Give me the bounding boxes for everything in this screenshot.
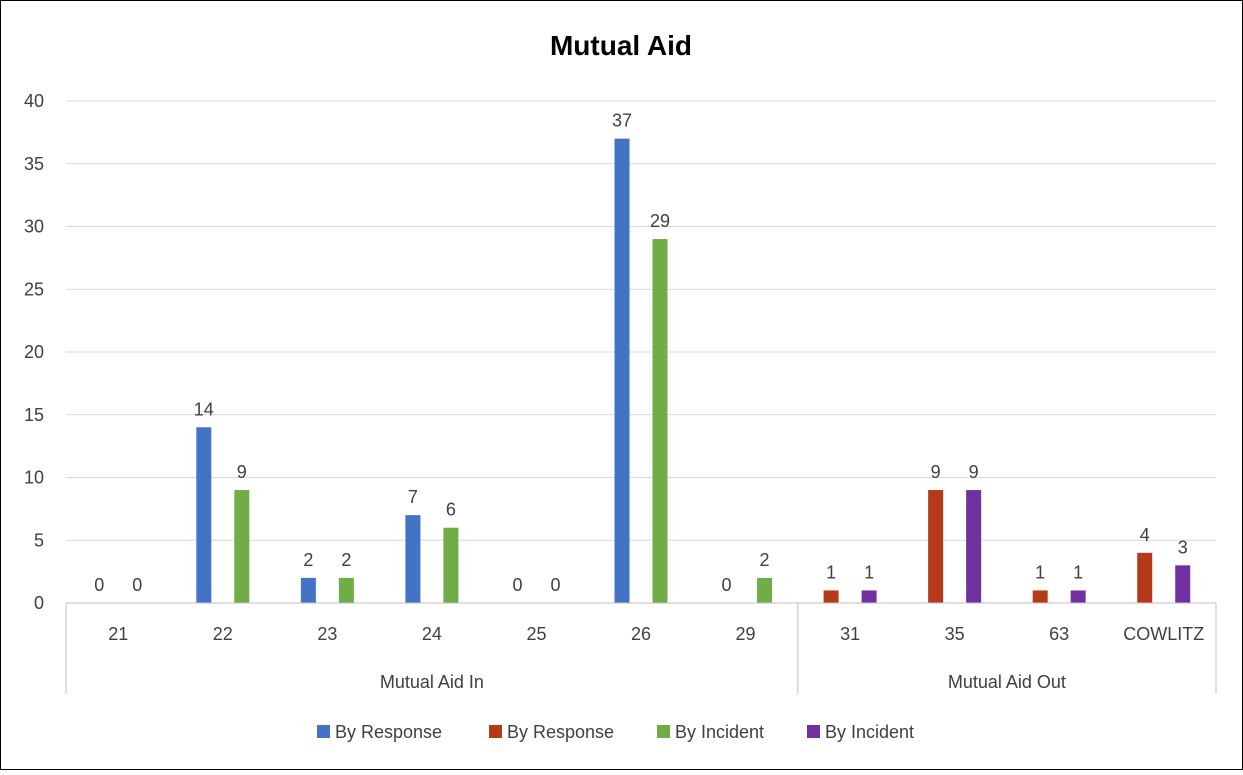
bar [443, 527, 459, 603]
y-tick-label: 30 [24, 217, 44, 237]
legend-label: By Incident [675, 722, 764, 742]
data-label: 0 [550, 575, 560, 595]
x-tick-label: 23 [317, 624, 337, 644]
legend-swatch [657, 725, 670, 738]
bar [757, 577, 773, 603]
x-tick-label: 24 [422, 624, 442, 644]
x-tick-label: 29 [736, 624, 756, 644]
x-tick-label: 63 [1049, 624, 1069, 644]
data-label: 7 [408, 487, 418, 507]
data-label: 0 [722, 575, 732, 595]
bar [966, 490, 982, 603]
data-label: 1 [864, 562, 874, 582]
legend-swatch [489, 725, 502, 738]
x-group-label: Mutual Aid Out [948, 672, 1066, 692]
data-label: 2 [760, 550, 770, 570]
y-tick-label: 10 [24, 468, 44, 488]
x-tick-label: 35 [945, 624, 965, 644]
data-label: 1 [1035, 562, 1045, 582]
data-label: 0 [132, 575, 142, 595]
data-label: 29 [650, 211, 670, 231]
bar [861, 590, 877, 603]
x-tick-label: 25 [526, 624, 546, 644]
data-label: 1 [1073, 562, 1083, 582]
data-label: 9 [931, 462, 941, 482]
data-label: 9 [237, 462, 247, 482]
data-label: 9 [969, 462, 979, 482]
data-label: 14 [194, 399, 214, 419]
data-label: 3 [1178, 537, 1188, 557]
data-label: 2 [341, 550, 351, 570]
legend-swatch [317, 725, 330, 738]
y-tick-label: 40 [24, 91, 44, 111]
legend-label: By Response [507, 722, 614, 742]
bar [1070, 590, 1086, 603]
legend-swatch [807, 725, 820, 738]
bar [1137, 552, 1153, 603]
data-label: 0 [512, 575, 522, 595]
y-tick-label: 15 [24, 405, 44, 425]
gridlines [66, 100, 1216, 541]
chart-title: Mutual Aid [550, 30, 692, 61]
y-tick-label: 5 [34, 530, 44, 550]
bar [405, 515, 421, 603]
legend-label: By Response [335, 722, 442, 742]
y-tick-label: 20 [24, 342, 44, 362]
x-group-label: Mutual Aid In [380, 672, 484, 692]
bar [1175, 565, 1191, 603]
y-tick-label: 25 [24, 279, 44, 299]
y-axis-ticks: 0 5 10 15 20 25 30 35 40 [24, 91, 44, 613]
y-tick-label: 35 [24, 154, 44, 174]
x-tick-label: 21 [108, 624, 128, 644]
data-label: 1 [826, 562, 836, 582]
bar [338, 577, 354, 603]
legend: By Response By Response By Incident By Inci… [317, 722, 914, 742]
data-label: 0 [94, 575, 104, 595]
x-tick-label: COWLITZ [1123, 624, 1204, 644]
bar [928, 490, 944, 603]
x-tick-label: 26 [631, 624, 651, 644]
y-tick-label: 0 [34, 593, 44, 613]
data-label: 37 [612, 111, 632, 131]
data-label: 6 [446, 500, 456, 520]
data-label: 2 [303, 550, 313, 570]
bars [196, 138, 1191, 604]
x-tick-label: 31 [840, 624, 860, 644]
bar [614, 138, 630, 603]
bar [652, 239, 668, 604]
bar [1032, 590, 1048, 603]
x-tick-label: 22 [213, 624, 233, 644]
bar [300, 577, 316, 603]
bar [823, 590, 839, 603]
x-axis: Mutual Aid In Mutual Aid Out 21 22 23 24 25 26 2… [65, 602, 1217, 694]
bar [196, 427, 212, 603]
data-label: 4 [1140, 525, 1150, 545]
legend-label: By Incident [825, 722, 914, 742]
bar [234, 490, 250, 603]
